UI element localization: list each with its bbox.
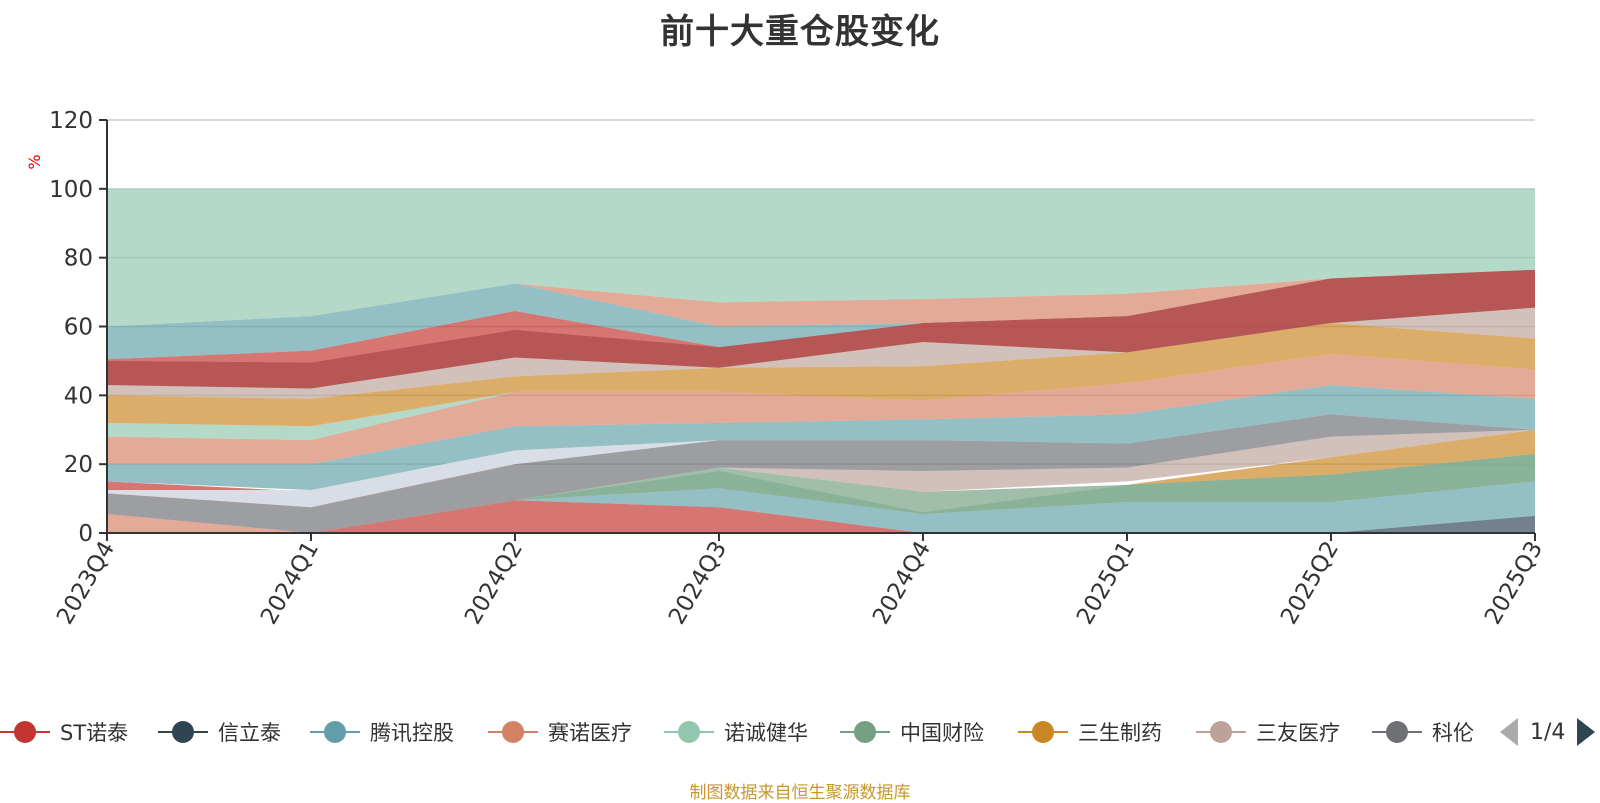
legend-label: 腾讯控股	[370, 721, 454, 745]
area-band	[107, 323, 1535, 427]
area-band	[107, 269, 1535, 327]
x-tick-label: 2024Q4	[868, 537, 936, 629]
y-tick-label: 40	[64, 383, 93, 409]
legend-prev-arrow-icon[interactable]	[1500, 718, 1518, 746]
area-band	[107, 354, 1535, 465]
area-band	[107, 429, 1535, 533]
area-chart: 0 20 40 60 80 100 120 2023Q4 2024Q1 2024Q2 2024Q3 2…	[25, 108, 1548, 629]
legend-item[interactable]: ST诺泰	[0, 712, 128, 752]
area-band	[107, 414, 1535, 508]
area-band	[107, 354, 1535, 441]
area-band	[107, 514, 1535, 533]
legend-label: 诺诚健华	[724, 721, 808, 745]
y-tick-label: 20	[64, 452, 93, 478]
legend-marker-icon	[158, 720, 208, 744]
legend-item[interactable]: 腾讯控股	[310, 712, 454, 752]
legend-label: 三友医疗	[1256, 721, 1340, 745]
area-band	[107, 500, 1535, 533]
y-axis-label: %	[25, 154, 44, 169]
legend-item[interactable]: 赛诺医疗	[488, 712, 632, 752]
legend-marker-icon	[0, 720, 50, 744]
legend-items: ST诺泰 信立泰 腾讯控股 赛诺医疗 诺诚健华 中国财险 三生制药 三友医疗 科伦	[0, 712, 1478, 752]
x-tick-label: 2025Q2	[1276, 537, 1344, 629]
area-band	[107, 307, 1535, 399]
legend-item[interactable]: 信立泰	[158, 712, 281, 752]
area-band	[107, 188, 1535, 327]
legend-next-arrow-icon[interactable]	[1577, 718, 1596, 746]
legend-label: 中国财险	[900, 721, 984, 745]
x-tick-label: 2024Q1	[256, 537, 324, 629]
legend-item[interactable]: 三友医疗	[1196, 712, 1340, 752]
legend-label: 三生制药	[1078, 721, 1162, 745]
area-band	[107, 269, 1535, 360]
legend-page-indicator: 1/4	[1530, 719, 1566, 745]
area-band	[107, 453, 1535, 533]
area-band	[107, 269, 1535, 389]
legend-marker-icon	[1018, 720, 1068, 744]
y-tick-label: 120	[49, 108, 93, 134]
x-tick-label: 2025Q1	[1072, 537, 1140, 629]
legend-marker-icon	[664, 720, 714, 744]
y-tick-label: 0	[78, 521, 93, 547]
legend-item[interactable]: 科伦	[1372, 712, 1474, 752]
area-band	[107, 515, 1535, 533]
legend-label: 信立泰	[218, 721, 281, 745]
legend-marker-icon	[1196, 720, 1246, 744]
legend-label: 科伦	[1432, 721, 1474, 745]
legend-pager: 1/4	[1500, 712, 1596, 752]
legend-marker-icon	[1372, 720, 1422, 744]
x-tick-label: 2025Q3	[1480, 537, 1548, 629]
x-tick-label: 2024Q2	[460, 537, 528, 629]
source-note: 制图数据来自恒生聚源数据库	[689, 783, 911, 803]
y-tick-label: 80	[64, 246, 93, 272]
legend-item[interactable]: 三生制药	[1018, 712, 1162, 752]
legend-label: 赛诺医疗	[548, 721, 632, 745]
legend-marker-icon	[310, 720, 360, 744]
x-tick-label: 2023Q4	[52, 537, 120, 629]
legend-item[interactable]: 中国财险	[840, 712, 984, 752]
legend-marker-icon	[840, 720, 890, 744]
area-band	[107, 385, 1535, 490]
y-tick-label: 60	[64, 315, 93, 341]
x-tick-label: 2024Q3	[664, 537, 732, 629]
area-bands	[107, 188, 1535, 533]
legend-marker-icon	[488, 720, 538, 744]
area-band	[107, 481, 1535, 533]
area-band	[107, 414, 1535, 533]
legend: ST诺泰 信立泰 腾讯控股 赛诺医疗 诺诚健华 中国财险 三生制药 三友医疗 科伦 1/4	[0, 712, 1600, 752]
legend-label: ST诺泰	[60, 721, 129, 745]
legend-item[interactable]: 诺诚健华	[664, 712, 808, 752]
y-tick-label: 100	[49, 177, 93, 203]
chart-title: 前十大重仓股变化	[660, 12, 940, 52]
